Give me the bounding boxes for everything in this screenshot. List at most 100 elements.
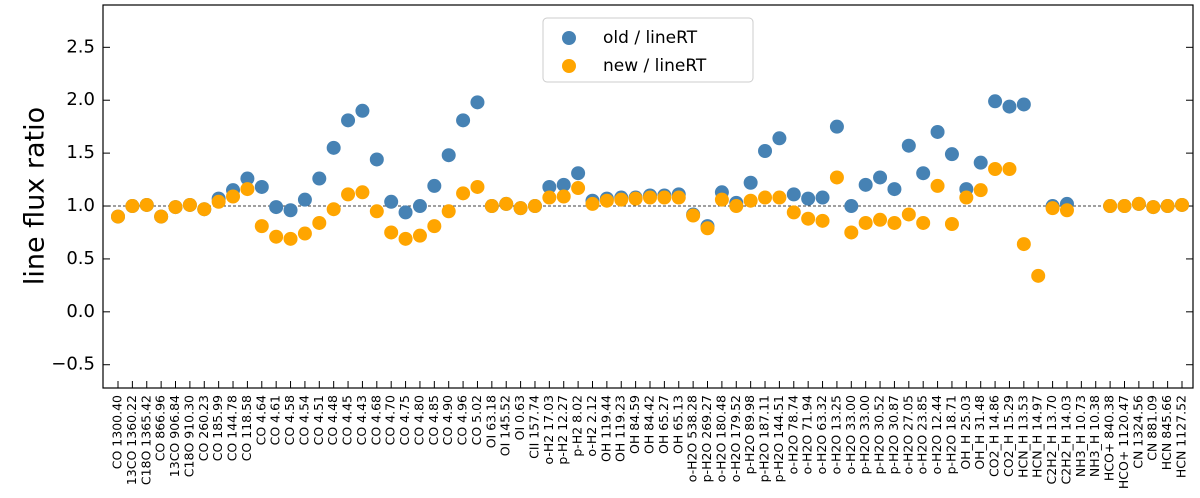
x-tick-label: p-H2O 18.71: [943, 395, 958, 474]
point: [887, 215, 902, 230]
x-tick-label: CO 4.54: [296, 395, 311, 445]
y-axis-label: line flux ratio: [20, 107, 51, 285]
x-tick-label: o-H2O 179.52: [728, 395, 743, 482]
x-tick-label: OH 65.13: [670, 395, 685, 454]
point: [844, 199, 859, 214]
point: [944, 217, 959, 232]
point: [887, 182, 902, 197]
x-tick-label: CO 260.23: [196, 395, 211, 461]
point: [873, 170, 888, 185]
legend-label: old / lineRT: [603, 28, 698, 48]
x-tick-label: NH3_H 10.38: [1087, 395, 1102, 477]
point: [527, 199, 542, 214]
point: [470, 95, 485, 110]
x-tick-label: C18O 1365.42: [138, 395, 153, 485]
point: [1117, 199, 1132, 214]
point: [384, 194, 399, 209]
x-tick-label: 13CO 906.84: [167, 395, 182, 477]
point: [858, 177, 873, 192]
x-tick-label: o-H2O 12.44: [929, 395, 944, 474]
x-tick-label: C2H2_H 14.03: [1058, 395, 1073, 484]
legend-marker: [562, 31, 576, 45]
point: [154, 209, 169, 224]
point: [930, 124, 945, 139]
x-tick-label: HCN 1127.52: [1174, 395, 1189, 478]
point: [844, 225, 859, 240]
point: [959, 190, 974, 205]
point: [542, 190, 557, 205]
x-tick-label: CO 4.48: [325, 395, 340, 445]
x-tick-label: OH 84.59: [627, 395, 642, 454]
x-tick-label: p-H2O 187.11: [757, 395, 772, 482]
point: [484, 199, 499, 214]
point: [398, 231, 413, 246]
point: [772, 190, 787, 205]
point: [369, 204, 384, 219]
x-tick-label: CO 4.43: [354, 395, 369, 445]
x-tick-label: o-H2O 538.28: [685, 395, 700, 482]
x-tick-label: CO 4.75: [397, 395, 412, 445]
point: [283, 203, 298, 218]
point: [211, 194, 226, 209]
x-tick-label: CO 4.68: [368, 395, 383, 445]
point: [111, 209, 125, 224]
x-tick-label: NH3_H 10.73: [1073, 395, 1088, 477]
point: [772, 131, 787, 146]
point: [412, 199, 427, 214]
point: [571, 181, 586, 196]
x-tick-label: CO2_H 15.29: [1001, 395, 1016, 477]
y-tick-label: −0.5: [51, 354, 95, 375]
x-tick-label: CO 118.58: [239, 395, 254, 461]
point: [542, 179, 557, 194]
point: [456, 186, 471, 201]
point: [312, 171, 327, 186]
point: [1016, 97, 1031, 112]
point: [1002, 99, 1017, 114]
point: [139, 197, 154, 212]
point: [743, 193, 758, 208]
x-tick-label: p-H2O 30.52: [872, 395, 887, 474]
y-tick-label: 2.5: [66, 36, 95, 57]
point: [312, 215, 327, 230]
point: [556, 177, 571, 192]
x-tick-label: p-H2O 144.51: [771, 395, 786, 482]
point: [801, 211, 816, 226]
x-tick-label: p-H2O 89.98: [742, 395, 757, 474]
point: [614, 192, 629, 207]
x-tick-label: p-H2O 33.00: [857, 395, 872, 474]
point: [1160, 199, 1175, 214]
point: [369, 152, 384, 167]
point: [599, 193, 614, 208]
point: [1146, 200, 1161, 215]
x-tick-label: CO 185.99: [210, 395, 225, 461]
x-tick-label: OH 119.44: [598, 395, 613, 462]
point: [441, 204, 456, 219]
point: [513, 201, 528, 216]
x-tick-label: OH_H 31.48: [972, 395, 987, 470]
point: [700, 221, 715, 236]
point: [283, 231, 298, 246]
x-tick-label: CO 4.80: [411, 395, 426, 445]
point: [758, 190, 773, 205]
point: [412, 228, 427, 243]
x-tick-label: p-H2 8.02: [570, 395, 585, 457]
point: [873, 212, 888, 227]
point: [829, 170, 844, 185]
x-tick-label: HCO+ 840.38: [1102, 395, 1117, 481]
point: [815, 213, 830, 228]
point: [786, 187, 801, 202]
point: [499, 196, 514, 211]
point: [1045, 201, 1060, 216]
legend-label: new / lineRT: [603, 56, 707, 76]
x-tick-label: CO 1300.40: [110, 395, 125, 469]
x-tick-label: CO 4.61: [268, 395, 283, 445]
point: [341, 113, 356, 128]
x-tick-label: o-H2O 180.48: [713, 395, 728, 482]
x-tick-label: C2H2_H 13.70: [1044, 395, 1059, 484]
point: [456, 113, 471, 128]
point: [1131, 196, 1146, 211]
x-tick-label: OI 145.52: [498, 395, 513, 456]
point: [829, 119, 844, 134]
point: [1016, 237, 1031, 252]
